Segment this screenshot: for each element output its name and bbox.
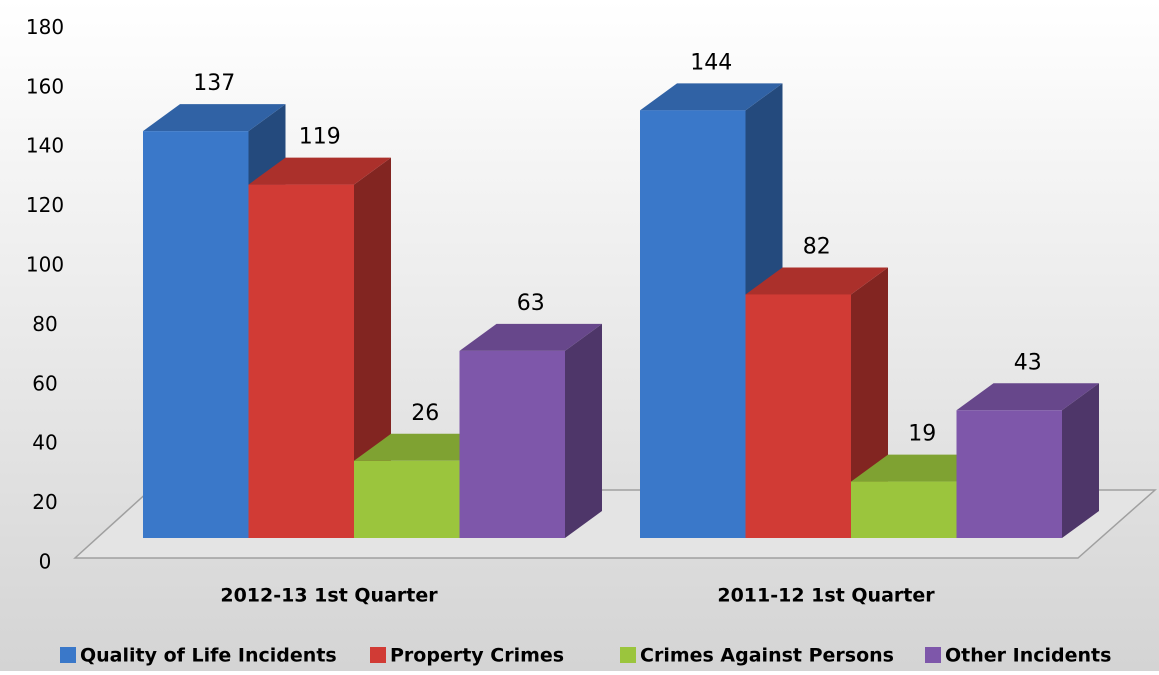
- bar-front: [745, 294, 851, 538]
- bar-top: [248, 157, 391, 185]
- legend-label: Crimes Against Persons: [640, 645, 894, 667]
- bar: [956, 383, 1099, 538]
- value-label: 63: [517, 291, 545, 316]
- bar-front: [248, 184, 354, 538]
- y-tick-label: 20: [32, 490, 57, 514]
- legend-swatch: [925, 647, 941, 663]
- bar-side: [1062, 383, 1099, 538]
- y-tick-label: 120: [26, 193, 64, 217]
- value-label: 119: [299, 125, 341, 150]
- bar-front: [851, 481, 957, 538]
- bar: [745, 267, 888, 538]
- value-label: 82: [803, 234, 831, 259]
- legend-label: Quality of Life Incidents: [80, 645, 337, 667]
- bar: [459, 323, 602, 538]
- value-label: 137: [193, 71, 235, 96]
- bar-front: [354, 460, 460, 538]
- x-tick-label: 2012-13 1st Quarter: [220, 585, 438, 607]
- bar-top: [640, 83, 783, 111]
- y-tick-label: 180: [26, 15, 64, 39]
- bar-front: [640, 110, 746, 538]
- y-tick-label: 100: [26, 253, 64, 277]
- value-label: 26: [411, 401, 439, 426]
- legend-label: Other Incidents: [945, 645, 1111, 667]
- legend-swatch: [370, 647, 386, 663]
- bar-front: [956, 410, 1062, 538]
- y-tick-label: 80: [32, 312, 57, 336]
- bar-top: [459, 323, 602, 351]
- legend-swatch: [620, 647, 636, 663]
- y-tick-label: 60: [32, 371, 57, 395]
- bar-top: [956, 383, 1099, 411]
- bar-front: [143, 131, 249, 539]
- y-tick-label: 40: [32, 431, 57, 455]
- x-tick-label: 2011-12 1st Quarter: [717, 585, 935, 607]
- y-tick-label: 160: [26, 74, 64, 98]
- value-label: 43: [1014, 350, 1042, 375]
- legend-label: Property Crimes: [390, 645, 564, 667]
- legend-swatch: [60, 647, 76, 663]
- y-tick-label: 0: [39, 550, 52, 574]
- bar-top: [143, 104, 286, 132]
- bar-side: [565, 323, 602, 538]
- y-tick-label: 140: [26, 134, 64, 158]
- bar-top: [745, 267, 888, 295]
- value-label: 19: [908, 422, 936, 447]
- value-label: 144: [690, 50, 732, 75]
- bar-front: [459, 350, 565, 538]
